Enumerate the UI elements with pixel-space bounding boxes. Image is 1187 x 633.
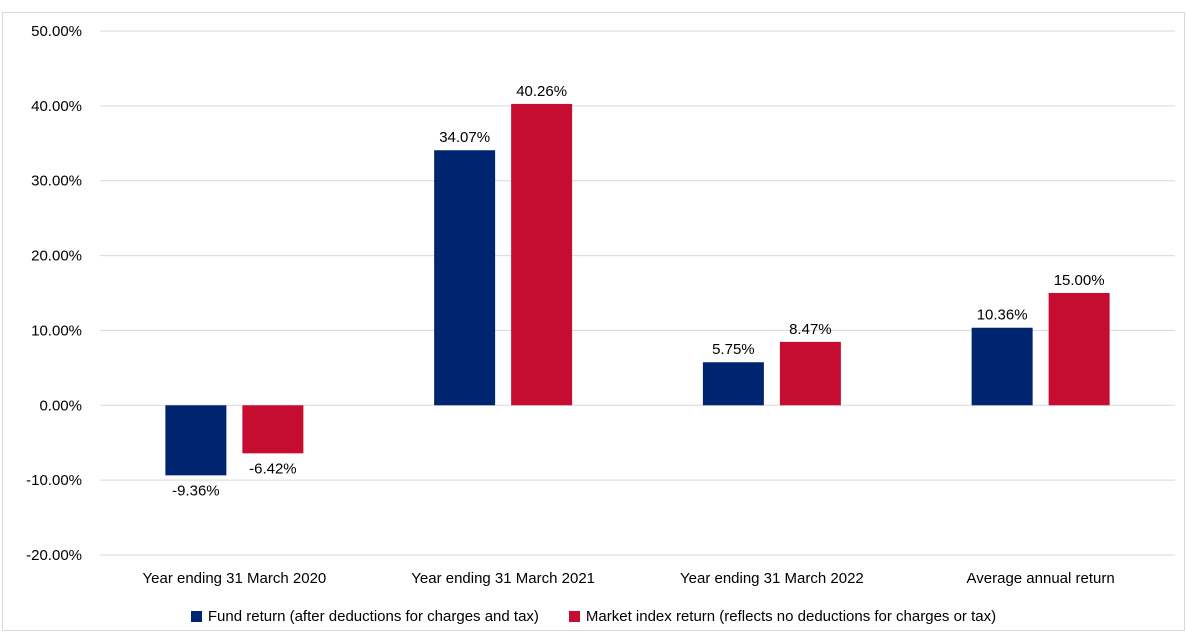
bar-market bbox=[1048, 293, 1110, 406]
data-label-fund: -9.36% bbox=[172, 482, 220, 499]
legend-label-fund: Fund return (after deductions for charge… bbox=[207, 607, 539, 625]
data-label-market: -6.42% bbox=[249, 460, 297, 477]
y-tick-label: 10.00% bbox=[31, 322, 82, 339]
bar-fund bbox=[971, 327, 1033, 406]
bar-fund bbox=[702, 362, 764, 406]
legend: Fund return (after deductions for charge… bbox=[0, 604, 1187, 628]
bar-market bbox=[511, 103, 573, 406]
data-label-fund: 34.07% bbox=[439, 129, 490, 146]
bar-fund bbox=[165, 405, 227, 476]
category-label: Year ending 31 March 2021 bbox=[411, 570, 595, 587]
legend-item-fund: Fund return (after deductions for charge… bbox=[190, 607, 539, 625]
bar-chart: 50.00% 40.00% 30.00% 20.00% 10.00% 0.00% -10.0… bbox=[26, 23, 1175, 587]
bar-market bbox=[779, 341, 841, 406]
y-tick-label: 40.00% bbox=[31, 98, 82, 115]
legend-swatch-fund bbox=[190, 610, 202, 622]
bar-market bbox=[242, 405, 304, 454]
data-label-market: 8.47% bbox=[789, 321, 832, 338]
chart-frame bbox=[2, 12, 1185, 631]
data-label-fund: 10.36% bbox=[977, 307, 1028, 324]
category-label: Year ending 31 March 2022 bbox=[680, 570, 864, 587]
data-label-market: 15.00% bbox=[1054, 272, 1105, 289]
y-tick-label: 30.00% bbox=[31, 173, 82, 190]
category-label: Year ending 31 March 2020 bbox=[143, 570, 327, 587]
data-label-fund: 5.75% bbox=[712, 341, 755, 358]
legend-swatch-market bbox=[568, 610, 580, 622]
legend-item-market: Market index return (reflects no deducti… bbox=[568, 607, 997, 625]
data-label-market: 40.26% bbox=[516, 83, 567, 100]
y-tick-label: -20.00% bbox=[26, 547, 82, 564]
y-tick-label: 50.00% bbox=[31, 23, 82, 40]
y-tick-label: 20.00% bbox=[31, 248, 82, 265]
category-label: Average annual return bbox=[967, 570, 1115, 587]
y-tick-label: 0.00% bbox=[39, 397, 82, 414]
bar-fund bbox=[434, 150, 496, 406]
y-tick-label: -10.00% bbox=[26, 472, 82, 489]
legend-label-market: Market index return (reflects no deducti… bbox=[585, 607, 997, 625]
